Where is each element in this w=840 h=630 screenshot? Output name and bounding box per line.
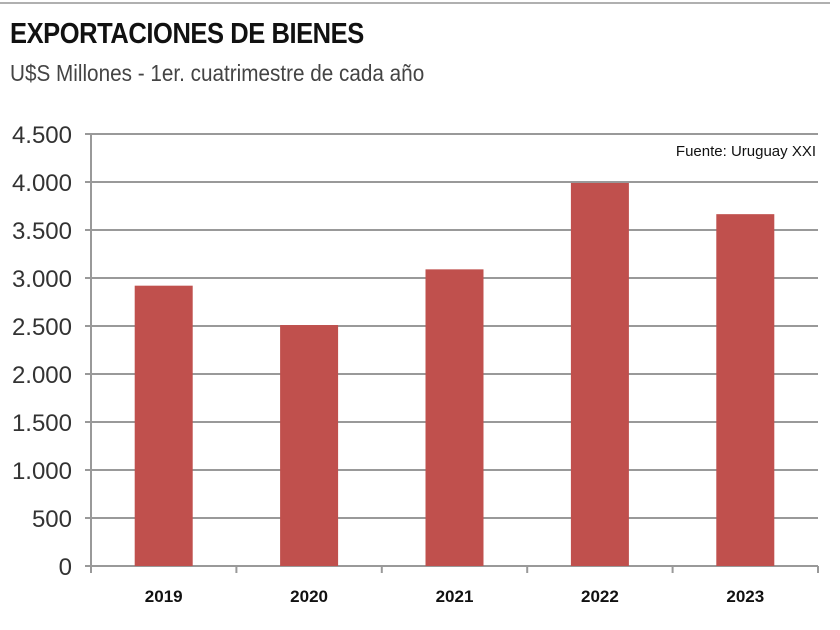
y-tick-label: 3.000: [12, 266, 72, 293]
y-tick-label: 4.000: [12, 170, 72, 197]
bar-2020: [280, 325, 339, 566]
chart-title: EXPORTACIONES DE BIENES: [10, 18, 364, 50]
bar-2022: [570, 182, 629, 566]
source-annotation: Fuente: Uruguay XXI: [676, 143, 816, 160]
y-tick-label: 4.500: [12, 122, 72, 149]
x-tick-label: 2021: [436, 587, 474, 606]
x-tick-label: 2022: [581, 587, 619, 606]
chart-subtitle: U$S Millones - 1er. cuatrimestre de cada…: [10, 60, 425, 86]
y-tick-label: 2.000: [12, 362, 72, 389]
x-tick-label: 2023: [726, 587, 764, 606]
y-tick-label: 0: [59, 554, 72, 581]
y-tick-label: 1.500: [12, 410, 72, 437]
bar-2019: [134, 285, 193, 566]
x-tick-label: 2020: [290, 587, 328, 606]
y-tick-label: 2.500: [12, 314, 72, 341]
x-tick-label: 2019: [145, 587, 183, 606]
y-tick-label: 3.500: [12, 218, 72, 245]
y-tick-label: 1.000: [12, 458, 72, 485]
bar-2023: [716, 214, 775, 566]
y-tick-label: 500: [32, 506, 72, 533]
bar-2021: [425, 269, 484, 566]
top-border: [0, 2, 830, 4]
